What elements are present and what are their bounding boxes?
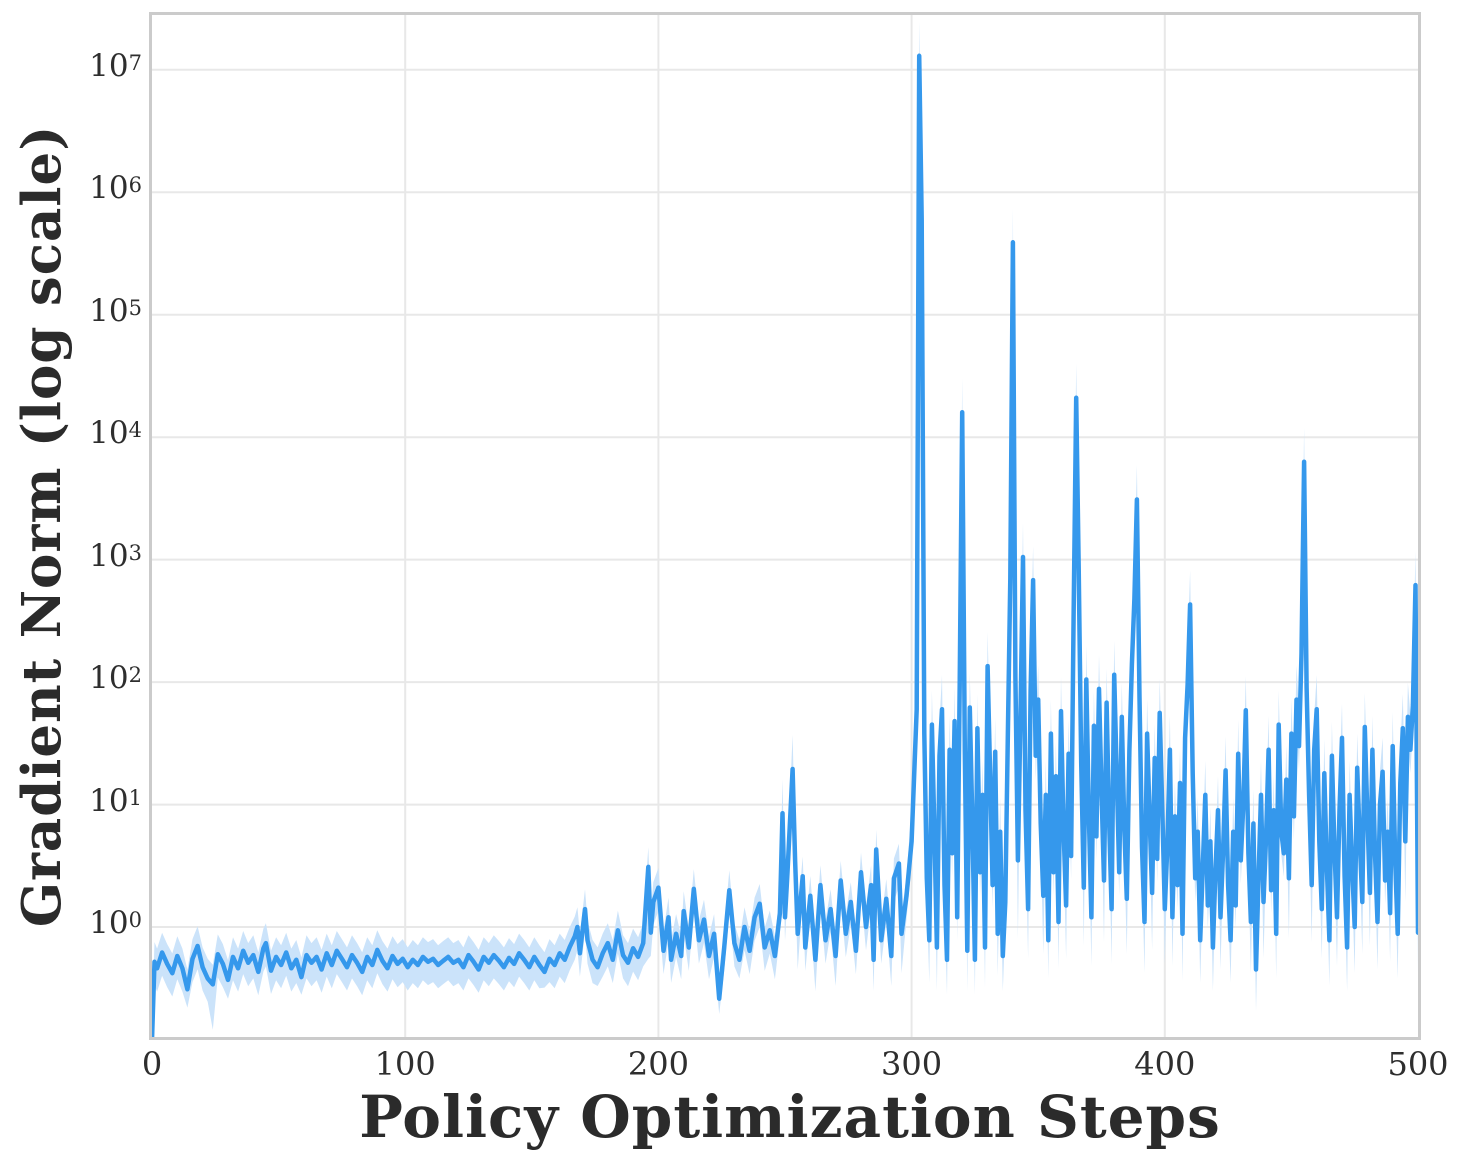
plot-area [149, 12, 1421, 1040]
y-tick-label: 104 [89, 415, 142, 452]
x-tick-label: 100 [374, 1045, 436, 1083]
y-tick-label: 106 [89, 170, 142, 207]
x-tick-label: 0 [141, 1045, 163, 1083]
x-tick-label: 500 [1387, 1045, 1449, 1083]
y-tick-label: 105 [89, 292, 142, 329]
y-tick-label: 107 [89, 47, 142, 84]
y-tick-label: 102 [89, 660, 142, 697]
y-tick-label: 101 [89, 782, 142, 819]
x-axis-label: Policy Optimization Steps [359, 1083, 1221, 1151]
x-tick-label: 400 [1134, 1045, 1196, 1083]
grid-lines [152, 15, 1418, 1037]
x-tick-label: 200 [627, 1045, 689, 1083]
chart-canvas [152, 15, 1418, 1037]
x-tick-label: 300 [881, 1045, 943, 1083]
y-tick-label: 103 [89, 537, 142, 574]
mean-line [152, 53, 1418, 1037]
y-tick-label: 100 [89, 905, 142, 942]
